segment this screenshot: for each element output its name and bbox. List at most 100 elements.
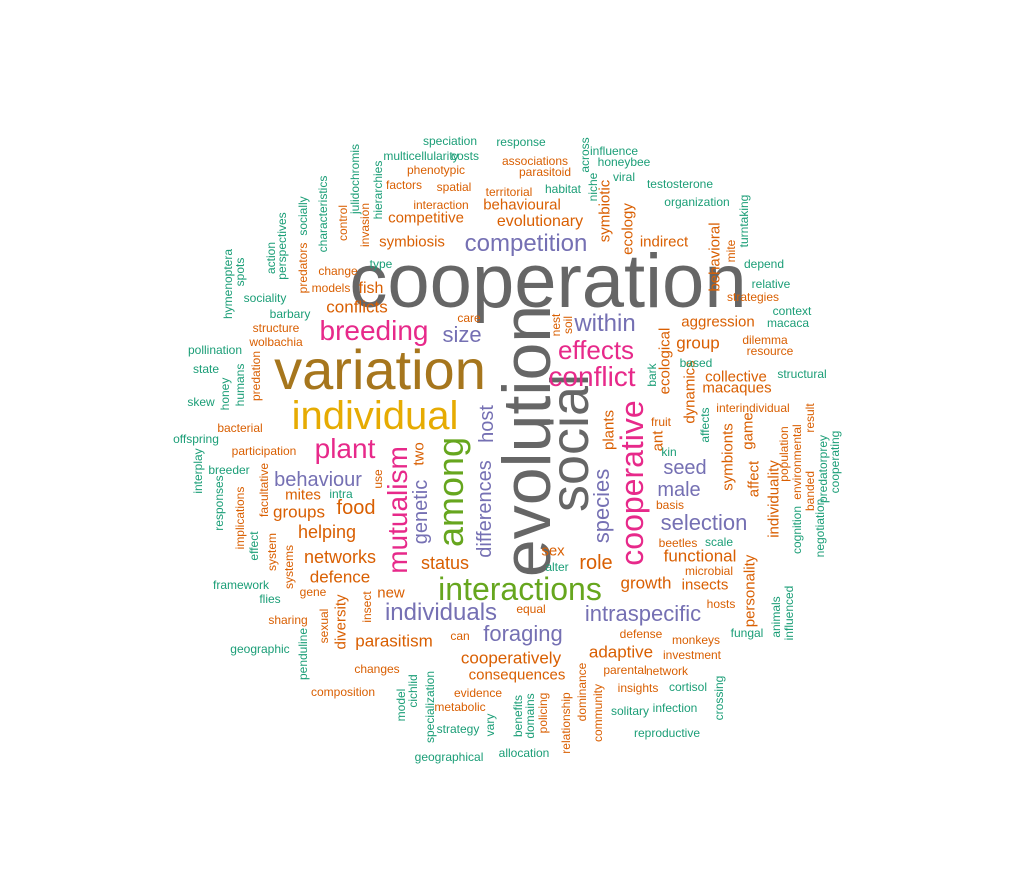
word-models: models <box>311 281 351 295</box>
word-action: action <box>264 241 278 275</box>
word-participation: participation <box>231 444 297 458</box>
word-sex: sex <box>541 542 565 560</box>
word-insect: insect <box>360 591 374 623</box>
word-costs: costs <box>450 149 480 163</box>
word-territorial: territorial <box>485 185 533 199</box>
word-sharing: sharing <box>268 613 308 627</box>
word-associations: associations <box>501 154 569 168</box>
word-interaction: interaction <box>413 198 469 212</box>
word-use: use <box>371 469 385 489</box>
word-allocation: allocation <box>498 746 550 760</box>
word-honeybee: honeybee <box>597 155 651 169</box>
word-macaques: macaques <box>702 379 772 397</box>
word-resource: resource <box>746 344 794 358</box>
word-role: role <box>579 552 613 574</box>
word-plants: plants <box>600 409 618 451</box>
word-multicellularity: multicellularity <box>383 149 459 163</box>
word-fish: fish <box>358 280 384 297</box>
word-vary: vary <box>483 713 497 737</box>
word-individual: individual <box>291 394 459 438</box>
word-growth: growth <box>620 573 672 593</box>
word-influence: influence <box>589 144 639 158</box>
word-care: care <box>457 311 481 325</box>
word-gene: gene <box>299 585 327 599</box>
word-strategies: strategies <box>726 290 780 304</box>
word-context: context <box>772 304 812 318</box>
word-across: across <box>578 137 592 173</box>
word-geographical: geographical <box>414 750 484 764</box>
word-change: change <box>318 264 358 278</box>
word-interindividual: interindividual <box>716 401 790 415</box>
word-influenced: influenced <box>782 585 796 641</box>
word-hosts: hosts <box>706 597 736 611</box>
word-effect: effect <box>247 531 261 561</box>
word-mutualism: mutualism <box>382 446 413 574</box>
word-system: system <box>265 532 279 572</box>
word-interplay: interplay <box>191 448 205 494</box>
word-competitive: competitive <box>388 209 464 227</box>
word-differences: differences <box>474 460 496 558</box>
word-status: status <box>420 553 470 573</box>
word-relationship: relationship <box>559 692 573 754</box>
word-hierarchies: hierarchies <box>371 160 385 220</box>
word-specialization: specialization <box>423 670 437 744</box>
word-julidochromis: julidochromis <box>348 143 362 215</box>
word-fruit: fruit <box>650 415 672 429</box>
word-flies: flies <box>259 592 281 606</box>
word-competition: competition <box>464 230 588 257</box>
word-monkeys: monkeys <box>671 633 721 647</box>
word-cooperative: cooperative <box>614 400 650 566</box>
word-environmental: environmental <box>790 424 804 500</box>
word-indirect: indirect <box>639 233 689 251</box>
word-networks: networks <box>303 547 377 567</box>
word-sociality: sociality <box>243 291 287 305</box>
word-conflicts: conflicts <box>326 297 388 317</box>
word-honey: honey <box>218 377 232 411</box>
word-symbionts: symbionts <box>719 423 737 491</box>
word-basis: basis <box>655 498 685 512</box>
word-interactions: interactions <box>438 571 602 607</box>
word-result: result <box>803 403 817 433</box>
word-relative: relative <box>751 277 791 291</box>
word-parasitism: parasitism <box>355 631 433 651</box>
word-fungal: fungal <box>730 626 764 640</box>
word-framework: framework <box>212 578 270 592</box>
word-structure: structure <box>252 321 300 335</box>
word-parental: parental <box>603 663 647 677</box>
word-responses: responses <box>212 475 226 531</box>
word-crossing: crossing <box>712 675 726 721</box>
word-ecology: ecology <box>619 203 637 255</box>
word-socially: socially <box>296 196 310 236</box>
word-reproductive: reproductive <box>633 726 701 740</box>
word-policing: policing <box>536 692 550 734</box>
word-game: game <box>739 412 757 450</box>
word-spatial: spatial <box>436 180 472 194</box>
word-helping: helping <box>297 522 357 542</box>
word-affects: affects <box>698 407 712 443</box>
word-type: type <box>369 257 393 271</box>
word-animals: animals <box>769 596 783 638</box>
word-niche: niche <box>586 172 600 202</box>
word-metabolic: metabolic <box>434 700 486 714</box>
word-can: can <box>450 629 470 643</box>
word-seed: seed <box>663 457 707 479</box>
word-symbiosis: symbiosis <box>379 233 445 251</box>
word-new: new <box>377 584 405 602</box>
word-population: population <box>777 426 791 482</box>
word-evolutionary: evolutionary <box>496 213 584 230</box>
word-intraspecific: intraspecific <box>584 601 702 626</box>
word-genetic: genetic <box>410 479 432 545</box>
word-pollination: pollination <box>187 343 243 357</box>
word-based: based <box>679 356 713 370</box>
word-within: within <box>574 310 636 337</box>
word-evidence: evidence <box>453 686 503 700</box>
word-intra: intra <box>329 487 353 501</box>
word-affect: affect <box>745 460 763 498</box>
word-cortisol: cortisol <box>668 680 708 694</box>
word-selection: selection <box>660 510 748 535</box>
word-defence: defence <box>309 567 371 587</box>
word-alter: alter <box>545 560 569 574</box>
word-individuals: individuals <box>384 599 498 626</box>
word-mites: mites <box>285 486 321 504</box>
